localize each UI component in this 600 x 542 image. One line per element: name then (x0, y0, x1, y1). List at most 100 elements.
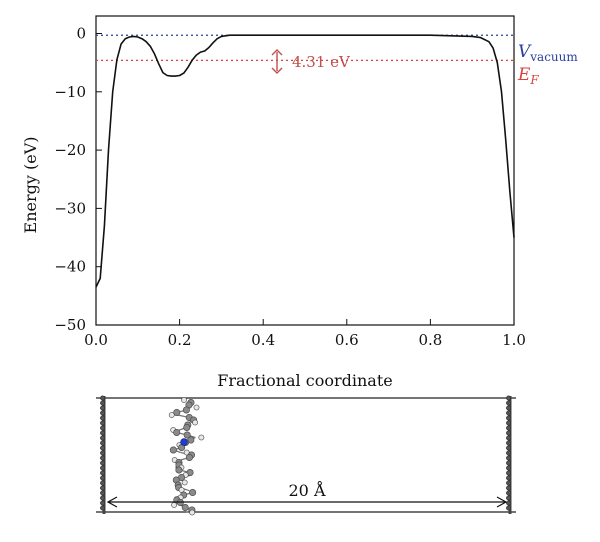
x-tick-label: 1.0 (502, 331, 526, 349)
series-group (95, 34, 515, 288)
y-tick-label: −20 (54, 141, 86, 159)
carbon-atom (100, 430, 105, 436)
carbon-atom (506, 485, 511, 491)
molecular-structure: 20 Å (96, 395, 516, 516)
carbon-atom (506, 495, 511, 501)
carbon-atom (506, 480, 511, 486)
carbon-atom (100, 420, 105, 426)
y-ticks: 0 −10 −20 −30 −40 −50 (54, 24, 102, 334)
carbon-atom (506, 475, 511, 481)
carbon-atom (175, 466, 183, 474)
y-tick-label: −40 (54, 258, 86, 276)
work-function-arrow-head-top (271, 49, 283, 56)
dimension-label: 20 Å (289, 480, 326, 500)
hydrogen-atom (189, 509, 196, 516)
x-tick-label: 0.0 (84, 331, 108, 349)
carbon-atom (506, 410, 511, 416)
fermi-level-symbol: E (517, 65, 531, 85)
carbon-atom (173, 408, 181, 416)
carbon-atom (506, 430, 511, 436)
vacuum-level-subscript: vacuum (529, 50, 578, 64)
carbon-atom (100, 500, 105, 506)
y-tick-label: −50 (54, 316, 86, 334)
y-tick-label: 0 (76, 24, 86, 42)
left-graphene-slab (100, 395, 106, 514)
carbon-atom (100, 450, 105, 456)
potential-curve (95, 34, 515, 288)
x-tick-label: 0.4 (251, 331, 275, 349)
vacuum-level-label: Vvacuum (518, 42, 578, 64)
right-graphene-slab (506, 395, 512, 514)
carbon-atom (506, 450, 511, 456)
carbon-atom (181, 503, 189, 511)
carbon-atom (100, 405, 105, 411)
hydrogen-atom (168, 412, 175, 418)
carbon-atom (100, 495, 105, 501)
carbon-atom (506, 405, 511, 411)
carbon-atom (100, 470, 105, 476)
carbon-atom (100, 425, 105, 431)
y-tick-label: −30 (54, 199, 86, 217)
carbon-atom (506, 400, 511, 406)
dimension-arrow-right (496, 496, 508, 508)
x-tick-label: 0.8 (418, 331, 442, 349)
hydrogen-atom (181, 479, 188, 486)
carbon-atom (100, 465, 105, 471)
plot-area-border (95, 15, 515, 326)
carbon-atom (183, 423, 191, 431)
carbon-atom (100, 445, 105, 451)
carbon-atom (189, 488, 197, 496)
fermi-level-label: EF (517, 65, 539, 87)
carbon-atom (100, 505, 105, 511)
carbon-atom (506, 490, 511, 496)
carbon-atom (506, 395, 511, 401)
carbon-atom (100, 395, 105, 401)
carbon-atom (506, 500, 511, 506)
carbon-atom (506, 505, 511, 511)
carbon-atom (100, 460, 105, 466)
hydrogen-atom (193, 404, 200, 411)
adsorbed-molecule (168, 397, 205, 516)
carbon-atom (506, 425, 511, 431)
work-function-label: 4.31 eV (292, 53, 351, 71)
dimension-arrow-left (106, 496, 118, 508)
carbon-atom (100, 455, 105, 461)
carbon-atom (506, 415, 511, 421)
carbon-atom (100, 480, 105, 486)
carbon-atom (173, 428, 181, 436)
carbon-atom (100, 490, 105, 496)
carbon-atom (183, 431, 191, 439)
fermi-level-subscript: F (529, 73, 539, 87)
carbon-atom (100, 440, 105, 446)
work-function-annotation: 4.31 eV (271, 49, 351, 74)
carbon-atom (506, 420, 511, 426)
energy-plot: 0.0 0.2 0.4 0.6 0.8 1.0 0 −10 −20 −30 −40 −50 Frac… (21, 15, 578, 390)
carbon-atom (100, 410, 105, 416)
vacuum-level-symbol: V (518, 42, 532, 62)
hydrogen-atom (192, 419, 199, 426)
x-tick-label: 0.2 (168, 331, 192, 349)
x-ticks: 0.0 0.2 0.4 0.6 0.8 1.0 (84, 319, 526, 349)
y-tick-label: −10 (54, 83, 86, 101)
carbon-atom (169, 446, 177, 454)
hydrogen-atom (181, 397, 187, 403)
nitrogen-atom (180, 438, 188, 446)
work-function-arrow-head-bottom (271, 67, 283, 74)
carbon-atom (506, 440, 511, 446)
x-axis-label: Fractional coordinate (217, 371, 392, 390)
carbon-atom (100, 435, 105, 441)
carbon-atom (506, 460, 511, 466)
carbon-atom (506, 435, 511, 441)
carbon-atom (185, 453, 193, 461)
carbon-atom (506, 465, 511, 471)
y-axis-label: Energy (eV) (21, 137, 40, 234)
hydrogen-atom (171, 502, 177, 508)
axes-frame (95, 15, 515, 326)
carbon-atom (506, 470, 511, 476)
hydrogen-atom (198, 434, 205, 441)
carbon-atom (100, 400, 105, 406)
carbon-atom (100, 415, 105, 421)
carbon-atom (182, 406, 190, 414)
carbon-atom (100, 475, 105, 481)
